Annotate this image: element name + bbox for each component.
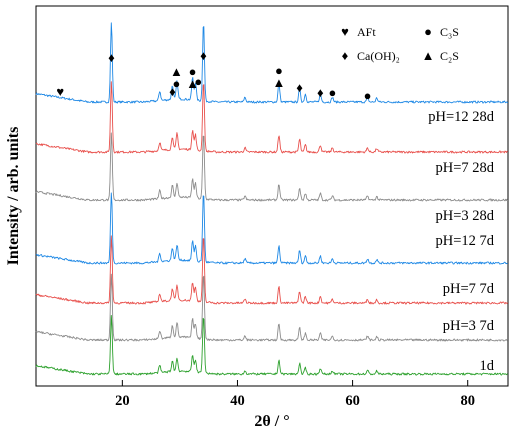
x-tick-label: 60 bbox=[345, 393, 360, 409]
legend-label: C₂S bbox=[440, 49, 459, 63]
x-axis-ticks: 20 40 60 80 bbox=[115, 380, 475, 409]
trace-5 bbox=[35, 235, 509, 305]
trace-label-3: pH=3 28d bbox=[435, 208, 494, 224]
legend-symbol: ♥ bbox=[341, 24, 349, 39]
x-tick-label: 20 bbox=[115, 393, 130, 409]
phase-marker: ♥ bbox=[56, 84, 64, 99]
phase-marker: ♦ bbox=[169, 84, 176, 99]
trace-2 bbox=[35, 81, 508, 154]
trace-group bbox=[35, 22, 509, 376]
trace-label-5: pH=7 7d bbox=[443, 281, 495, 297]
phase-marker: ♦ bbox=[200, 48, 207, 63]
phase-marker: ● bbox=[364, 88, 372, 103]
phase-marker-group: ♥♦♦●▲▲●●♦▲●♦ ♦ ● ● bbox=[56, 48, 371, 103]
phase-marker: ● bbox=[173, 76, 181, 91]
x-tick-label: 40 bbox=[230, 393, 245, 409]
legend: ♥ AFt ● C₃S ♦ Ca(OH)₂ ▲ C₂S bbox=[341, 24, 459, 63]
trace-label-7: 1d bbox=[480, 358, 495, 374]
trace-3 bbox=[35, 132, 509, 202]
phase-marker: ▲ bbox=[170, 64, 183, 79]
trace-7 bbox=[35, 314, 509, 376]
trace-6 bbox=[35, 273, 509, 342]
trace-label-1: pH=12 28d bbox=[428, 109, 495, 125]
legend-symbol: ♦ bbox=[342, 48, 349, 63]
legend-label: Ca(OH)₂ bbox=[357, 49, 400, 63]
legend-symbol: ● bbox=[424, 24, 432, 39]
phase-marker: ● bbox=[194, 74, 202, 89]
phase-marker: ♦ bbox=[317, 85, 324, 100]
trace-label-group: pH=12 28d pH=7 28d pH=3 28d pH=12 7d pH=7 7d… bbox=[428, 109, 495, 374]
trace-label-6: pH=3 7d bbox=[443, 318, 495, 334]
phase-marker: ● bbox=[329, 85, 337, 100]
trace-4 bbox=[35, 192, 508, 265]
phase-marker: ♦ bbox=[108, 50, 115, 65]
trace-label-4: pH=12 7d bbox=[435, 233, 494, 249]
phase-marker: ▲ bbox=[272, 75, 285, 90]
y-axis-title: Intensity / arb. units bbox=[5, 127, 22, 266]
legend-label: AFt bbox=[357, 25, 376, 39]
x-axis-title: 2θ / ° bbox=[254, 413, 289, 430]
x-tick-label: 80 bbox=[460, 393, 475, 409]
phase-marker: ♦ bbox=[296, 80, 303, 95]
phase-marker: ● bbox=[275, 63, 283, 78]
phase-marker: ▲ bbox=[186, 76, 199, 91]
legend-symbol: ▲ bbox=[422, 48, 435, 63]
plot-area-border bbox=[35, 5, 509, 387]
plot-frame bbox=[35, 5, 509, 387]
legend-label: C₃S bbox=[440, 25, 459, 39]
phase-marker: ● bbox=[189, 64, 197, 79]
trace-label-2: pH=7 28d bbox=[435, 160, 494, 176]
trace-1 bbox=[35, 22, 509, 104]
